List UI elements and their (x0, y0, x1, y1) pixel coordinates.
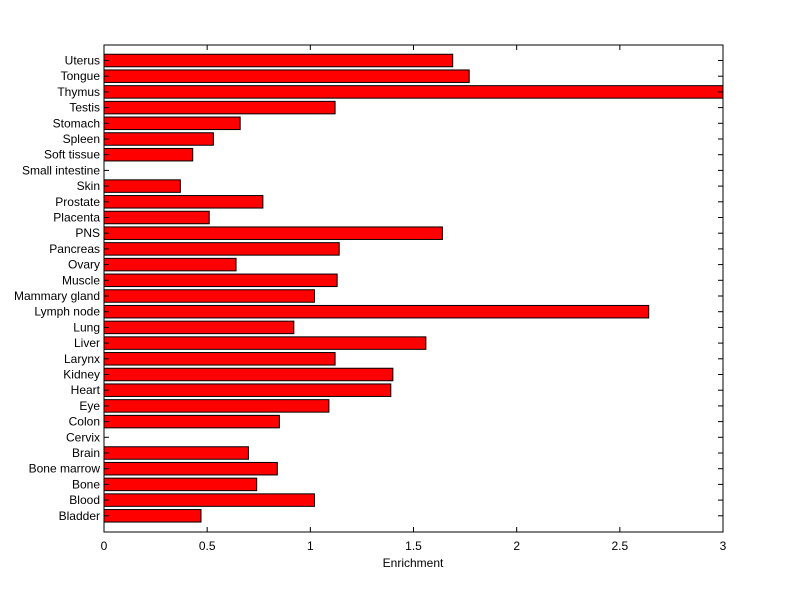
bar (103, 446, 249, 460)
category-label: Lung (73, 320, 100, 334)
bar (103, 53, 454, 68)
category-label: Kidney (63, 368, 100, 382)
bar (103, 509, 202, 523)
bar (103, 116, 241, 131)
category-label: Bone (72, 477, 100, 491)
x-tick-label: 3 (720, 539, 727, 553)
bar (103, 336, 427, 350)
bar (103, 320, 295, 335)
x-tick-label: 1 (307, 539, 314, 553)
category-label: Blood (69, 493, 100, 507)
category-label: Uterus (65, 54, 100, 68)
category-label: Pancreas (49, 242, 100, 256)
category-label: Small intestine (22, 163, 100, 177)
x-tick-labels-group: 0 0.5 1 1.5 2 2.5 3 (101, 539, 727, 553)
category-label: Larynx (64, 352, 100, 366)
category-label: PNS (75, 226, 100, 240)
bar (103, 273, 338, 288)
category-label: Prostate (55, 195, 100, 209)
category-label: Tongue (61, 69, 101, 83)
bar (103, 461, 278, 476)
category-label: Brain (72, 446, 100, 460)
category-label: Skin (77, 179, 100, 193)
bar (103, 352, 336, 366)
bar (103, 289, 315, 303)
bar (103, 242, 340, 256)
bar (103, 399, 330, 413)
bar (103, 132, 214, 146)
bar (103, 367, 394, 382)
category-label: Thymus (57, 85, 100, 99)
bar (103, 147, 194, 162)
x-tick-label: 2.5 (611, 539, 628, 553)
category-label: Colon (69, 415, 100, 429)
category-label: Stomach (53, 116, 100, 130)
category-label: Placenta (53, 211, 100, 225)
category-label: Heart (71, 383, 101, 397)
category-label: Mammary gland (14, 289, 100, 303)
bar (103, 69, 470, 83)
category-label: Muscle (62, 273, 100, 287)
x-tick-label: 0 (101, 539, 108, 553)
bar (103, 210, 210, 225)
bar (103, 85, 724, 99)
category-label: Spleen (63, 132, 100, 146)
category-label: Ovary (68, 258, 100, 272)
bar (103, 257, 237, 272)
bar (103, 226, 443, 240)
bar (103, 383, 392, 397)
x-axis-label: Enrichment (383, 556, 444, 570)
plot-frame (103, 44, 724, 533)
category-label: Liver (74, 336, 100, 350)
bar (103, 195, 264, 209)
bar (103, 179, 181, 193)
category-label: Cervix (66, 430, 100, 444)
x-tick-label: 2 (513, 539, 520, 553)
bar (103, 493, 315, 507)
x-tick-label: 1.5 (405, 539, 422, 553)
bar (103, 477, 258, 492)
category-label: Bone marrow (29, 462, 101, 476)
bar (103, 100, 336, 115)
bar (103, 304, 650, 319)
category-label: Testis (69, 101, 100, 115)
category-label: Lymph node (34, 305, 100, 319)
category-label: Eye (79, 399, 100, 413)
category-label: Soft tissue (44, 148, 100, 162)
x-tick-label: 0.5 (199, 539, 216, 553)
category-label: Bladder (59, 509, 100, 523)
bar (103, 414, 280, 429)
